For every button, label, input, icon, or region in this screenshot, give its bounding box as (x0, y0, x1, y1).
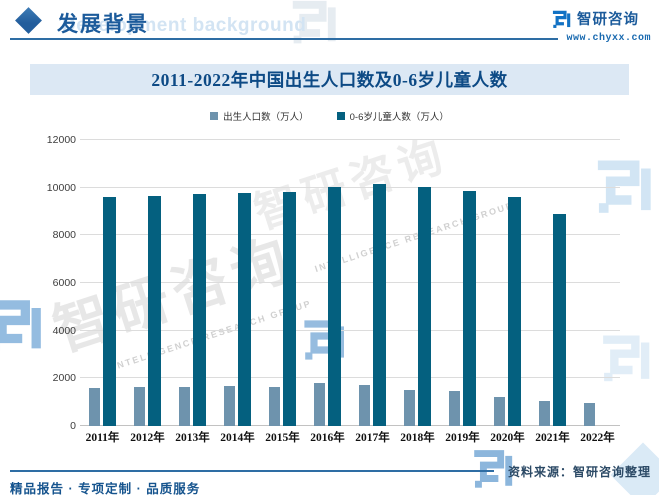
y-tick-label: 4000 (52, 324, 76, 337)
bar (494, 397, 505, 426)
brand-logo-icon (551, 8, 572, 29)
x-tick-label: 2019年 (445, 432, 480, 444)
bar-group-2013年 (170, 140, 215, 426)
x-tick-label: 2013年 (175, 432, 210, 444)
bar (314, 383, 325, 426)
y-tick-label: 0 (70, 420, 76, 432)
x-tick-label: 2021年 (535, 432, 570, 444)
gridline (80, 186, 620, 188)
legend-swatch (336, 112, 345, 120)
bar (193, 194, 206, 426)
x-tick-label: 2011年 (85, 432, 120, 444)
gridline (80, 139, 620, 140)
footer-source: 资料来源：智研咨询整理 (507, 465, 651, 479)
gridline (80, 282, 620, 283)
y-tick-label: 6000 (52, 277, 76, 289)
y-tick-label: 8000 (52, 229, 76, 242)
chart-title-band: 2011-2022年中国出生人口数及0-6岁儿童人数 (30, 64, 629, 95)
bar-group-2014年 (215, 140, 260, 426)
gridline (80, 425, 620, 426)
legend-swatch (210, 112, 219, 120)
brand-block: 智研咨询 www.chyxx.com (551, 8, 651, 44)
chart-legend: 出生人口数（万人） 0-6岁儿童人数（万人） (0, 108, 659, 124)
brand-url: www.chyxx.com (566, 33, 651, 44)
bar-group-2021年 (530, 140, 575, 426)
legend-item: 0-6岁儿童人数（万人） (336, 109, 449, 123)
x-tick-label: 2016年 (310, 432, 345, 444)
bar-group-2022年 (575, 140, 620, 426)
bar (148, 196, 161, 426)
x-tick-label: 2018年 (400, 432, 435, 444)
gridline (80, 377, 620, 379)
y-tick-label: 10000 (46, 181, 76, 194)
bar (449, 391, 460, 426)
plot-area (80, 139, 620, 426)
y-tick-label: 2000 (52, 372, 76, 385)
gridline (80, 329, 620, 331)
header-watermark: Development background (62, 15, 307, 36)
bar-group-2012年 (125, 140, 170, 426)
bar (539, 400, 550, 426)
header: Development background 发展背景 智研咨询 www.chy… (0, 0, 659, 48)
legend-label: 0-6岁儿童人数（万人） (349, 112, 449, 123)
bar (418, 186, 431, 426)
x-tick-label: 2012年 (130, 432, 165, 444)
bar-group-2016年 (305, 140, 350, 426)
diamond-icon (15, 7, 42, 34)
bar-group-2017年 (350, 140, 395, 426)
bar-group-2020年 (485, 140, 530, 426)
bar (508, 196, 521, 426)
bar-group-2018年 (395, 140, 440, 426)
x-tick-label: 2014年 (220, 432, 255, 444)
bar (269, 386, 280, 426)
legend-item: 出生人口数（万人） (210, 109, 309, 123)
x-tick-label: 2020年 (490, 432, 525, 444)
bar (359, 384, 370, 426)
bar (404, 389, 415, 426)
bar (553, 214, 566, 426)
header-divider (10, 38, 558, 40)
bar (103, 197, 116, 426)
bar (89, 387, 100, 426)
x-tick-label: 2015年 (265, 432, 300, 444)
bar-group-2019年 (440, 140, 485, 426)
bar (584, 403, 595, 426)
bar-group-2015年 (260, 140, 305, 426)
bar (463, 191, 476, 426)
section-title: 发展背景 (57, 12, 149, 36)
y-tick-label: 12000 (46, 134, 76, 146)
bar (373, 183, 386, 426)
bar (283, 191, 296, 426)
bar-groups (80, 140, 620, 426)
footer-divider (10, 470, 494, 472)
bar-group-2011年 (80, 140, 125, 426)
brand-name: 智研咨询 (577, 12, 639, 28)
bar (134, 387, 145, 426)
chart-title: 2011-2022年中国出生人口数及0-6岁儿童人数 (151, 70, 508, 90)
footer-tagline: 精品报告 · 专项定制 · 品质服务 (10, 482, 201, 495)
bar (238, 192, 251, 426)
x-axis-labels: 2011年 2012年 2013年 2014年 2015年 2016年 2017年 2018年… (80, 429, 620, 447)
bar (224, 385, 235, 426)
bar (328, 186, 341, 426)
legend-label: 出生人口数（万人） (223, 112, 309, 123)
x-tick-label: 2022年 (580, 432, 615, 444)
x-tick-label: 2017年 (355, 432, 390, 444)
gridline (80, 234, 620, 236)
y-axis-labels: 0 2000 4000 6000 8000 10000 12000 (34, 134, 76, 432)
bar (179, 386, 190, 426)
